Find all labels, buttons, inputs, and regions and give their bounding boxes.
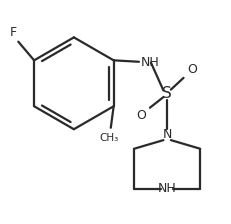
Text: NH: NH xyxy=(141,56,159,69)
Text: O: O xyxy=(136,109,146,122)
Text: O: O xyxy=(187,63,197,76)
Text: F: F xyxy=(10,26,17,39)
Text: N: N xyxy=(162,128,172,142)
Text: S: S xyxy=(162,86,172,101)
Text: CH₃: CH₃ xyxy=(100,133,119,143)
Text: NH: NH xyxy=(158,182,176,195)
